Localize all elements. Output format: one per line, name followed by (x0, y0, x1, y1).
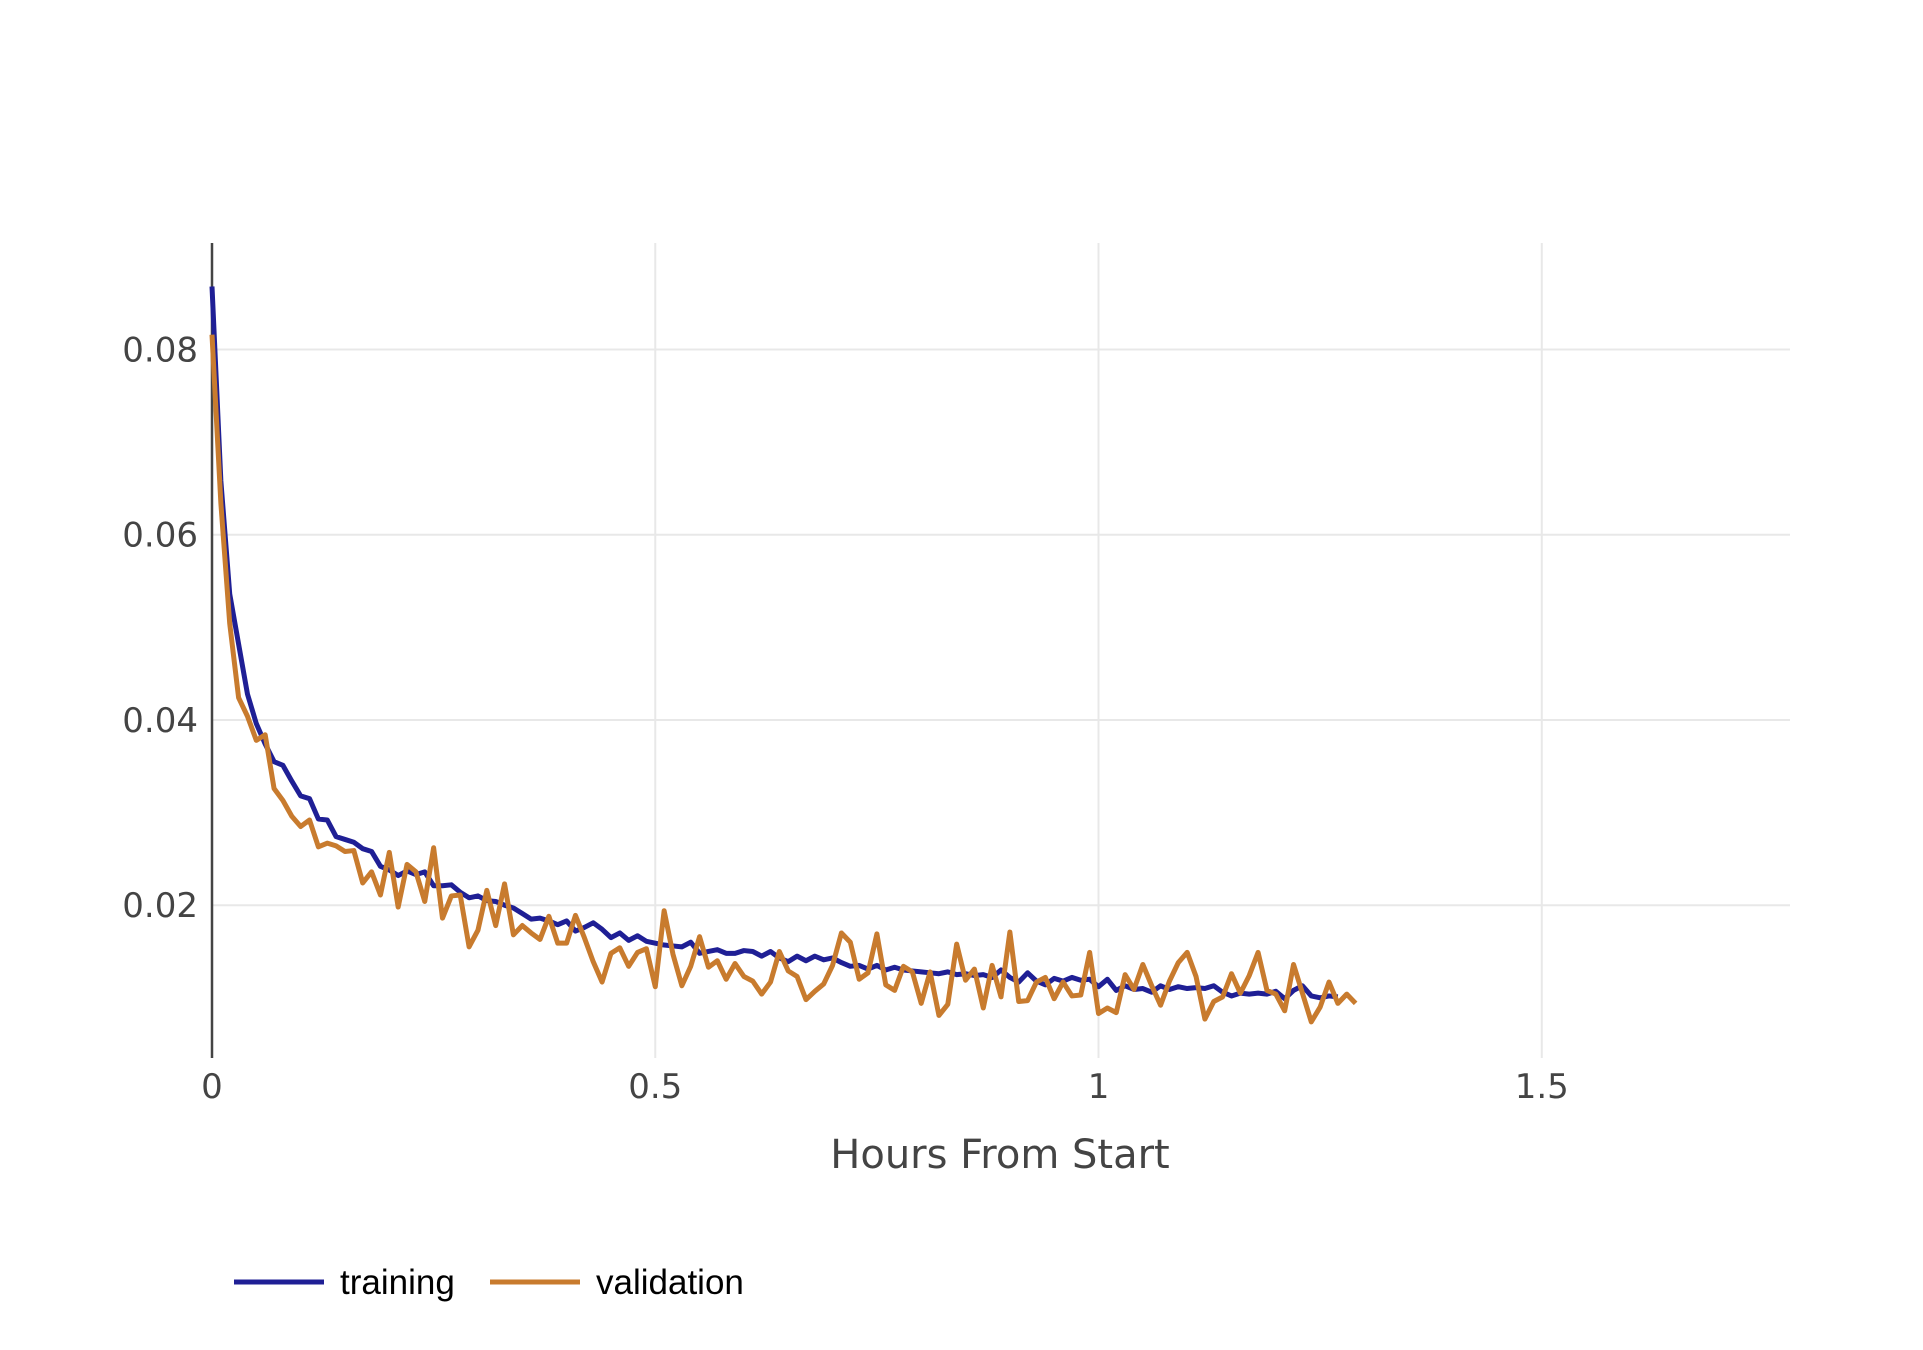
grid-lines (212, 243, 1790, 1058)
series-lines (209, 286, 1358, 1025)
x-tick-label: 1 (1088, 1067, 1110, 1107)
legend-item-training[interactable]: training (234, 1263, 455, 1302)
y-tick-label: 0.06 (122, 516, 198, 556)
legend-label: training (340, 1263, 455, 1302)
x-tick-label: 1.5 (1515, 1067, 1569, 1107)
series-line-training (209, 286, 1339, 1002)
series-line-validation (209, 334, 1358, 1025)
legend[interactable]: training validation (234, 1263, 744, 1302)
y-tick-label: 0.08 (122, 331, 198, 371)
legend-item-validation[interactable]: validation (490, 1263, 744, 1302)
y-tick-label: 0.04 (122, 701, 198, 741)
y-tick-label: 0.02 (122, 886, 198, 926)
x-tick-label: 0 (201, 1067, 223, 1107)
legend-label: validation (596, 1263, 744, 1302)
tick-labels: 0 0.5 1 1.5 0.02 0.04 0.06 0.08 (122, 331, 1569, 1107)
x-tick-label: 0.5 (628, 1067, 682, 1107)
x-axis-title: Hours From Start (830, 1132, 1169, 1178)
